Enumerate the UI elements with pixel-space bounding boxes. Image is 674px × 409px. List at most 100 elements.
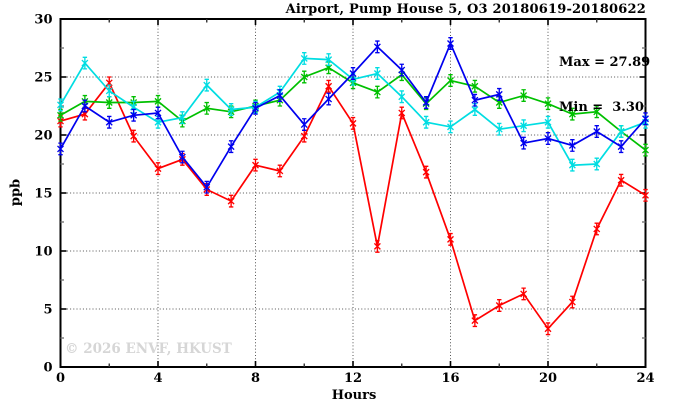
series-blue-point: [447, 37, 454, 50]
series-blue-point: [642, 112, 649, 126]
series-red-point: [593, 222, 601, 236]
y-tick-label: 0: [43, 361, 52, 376]
series-green-point: [568, 107, 576, 121]
series-green-point: [544, 97, 552, 111]
series-blue: [57, 37, 649, 194]
series-red-point: [520, 287, 528, 301]
series-blue-point: [57, 142, 64, 156]
series-blue-point: [178, 150, 186, 164]
x-tick-label: 4: [153, 371, 162, 386]
y-tick-label: 25: [34, 71, 52, 86]
series-cyan-point: [568, 158, 576, 172]
series-cyan-point: [447, 120, 454, 134]
series-red-point: [300, 129, 308, 143]
series-blue-point: [593, 125, 601, 138]
annotation-max: Max = 27.89: [559, 55, 651, 70]
series-blue-point: [81, 99, 89, 113]
series-blue-point: [520, 136, 528, 150]
series-red-point: [398, 106, 406, 120]
series-cyan-point: [81, 56, 89, 70]
y-tick-label: 20: [34, 129, 52, 144]
series-blue-point: [227, 140, 235, 154]
series-red-point: [471, 314, 479, 328]
series-blue-point: [105, 115, 113, 129]
series-cyan-point: [471, 103, 479, 116]
series-red-point: [276, 164, 284, 178]
x-tick-label: 20: [539, 371, 557, 386]
series-cyan-point: [422, 115, 430, 129]
series-green-point: [325, 61, 333, 75]
series-red-point: [422, 165, 430, 179]
y-axis-label: ppb: [8, 178, 24, 207]
x-tick-label: 24: [636, 371, 654, 386]
series-cyan-point: [130, 100, 138, 114]
series-green-point: [471, 79, 479, 93]
y-tick-label: 5: [43, 303, 52, 318]
series-blue-point: [568, 138, 576, 152]
x-tick-label: 0: [56, 371, 65, 386]
series-blue-point: [325, 92, 333, 106]
series-red-point: [495, 299, 503, 312]
watermark: © 2026 ENVF, HKUST: [65, 341, 232, 357]
series-blue-point: [544, 132, 552, 145]
series-red-point: [105, 76, 113, 90]
x-tick-label: 8: [251, 371, 260, 386]
series-red-point: [568, 295, 576, 309]
series-red-point: [130, 129, 138, 143]
series-cyan-point: [105, 84, 113, 98]
series-cyan-point: [227, 103, 235, 116]
series-red-point: [349, 116, 357, 130]
annotation-min: Min = 3.30: [559, 100, 644, 115]
y-tick-label: 15: [34, 187, 52, 202]
series-blue-point: [617, 140, 625, 154]
series-red-point: [447, 232, 454, 246]
series-cyan-point: [154, 115, 162, 129]
series-cyan-point: [57, 98, 64, 112]
series-green-point: [105, 96, 113, 109]
y-tick-label: 10: [34, 245, 52, 260]
series-blue-point: [398, 63, 406, 77]
series-blue-point: [300, 118, 308, 132]
series-cyan-point: [617, 125, 625, 138]
x-tick-label: 12: [344, 371, 362, 386]
series-cyan-point: [544, 115, 552, 129]
series-red-point: [544, 322, 552, 336]
series-blue-point: [276, 89, 284, 103]
series-red-point: [642, 188, 649, 202]
x-tick-label: 16: [441, 371, 459, 386]
series-red-point: [227, 194, 235, 208]
series-green-point: [203, 101, 211, 115]
series-red-point: [325, 79, 333, 93]
series-red-point: [373, 239, 381, 253]
series-cyan-point: [593, 157, 601, 171]
series-cyan-point: [520, 119, 528, 133]
series-blue-point: [422, 96, 430, 109]
series-blue-point: [130, 108, 138, 122]
series-green-point: [495, 96, 503, 109]
series-red-point: [252, 158, 259, 172]
series-red-point: [617, 173, 625, 187]
series-green-point: [57, 108, 64, 122]
series-green-point: [520, 89, 528, 103]
series-blue-point: [495, 87, 503, 101]
series-red-point: [81, 107, 89, 121]
series-cyan-point: [178, 111, 186, 125]
series-cyan-point: [495, 122, 503, 136]
series-cyan-point: [300, 51, 308, 65]
y-tick-label: 30: [34, 13, 52, 28]
x-axis-label: Hours: [331, 388, 377, 403]
series-cyan-point: [373, 67, 381, 80]
series-green-point: [447, 74, 454, 87]
series-blue-point: [471, 93, 479, 107]
series-red-point: [154, 162, 162, 176]
series-cyan-point: [398, 90, 406, 104]
series-blue-point: [252, 101, 259, 115]
series-green-point: [593, 105, 601, 119]
chart-title: Airport, Pump House 5, O3 20180619-20180…: [285, 2, 646, 17]
series-green-point: [300, 70, 308, 84]
series-blue-point: [373, 40, 381, 54]
series-green-point: [154, 94, 162, 108]
series-green-point: [373, 85, 381, 99]
